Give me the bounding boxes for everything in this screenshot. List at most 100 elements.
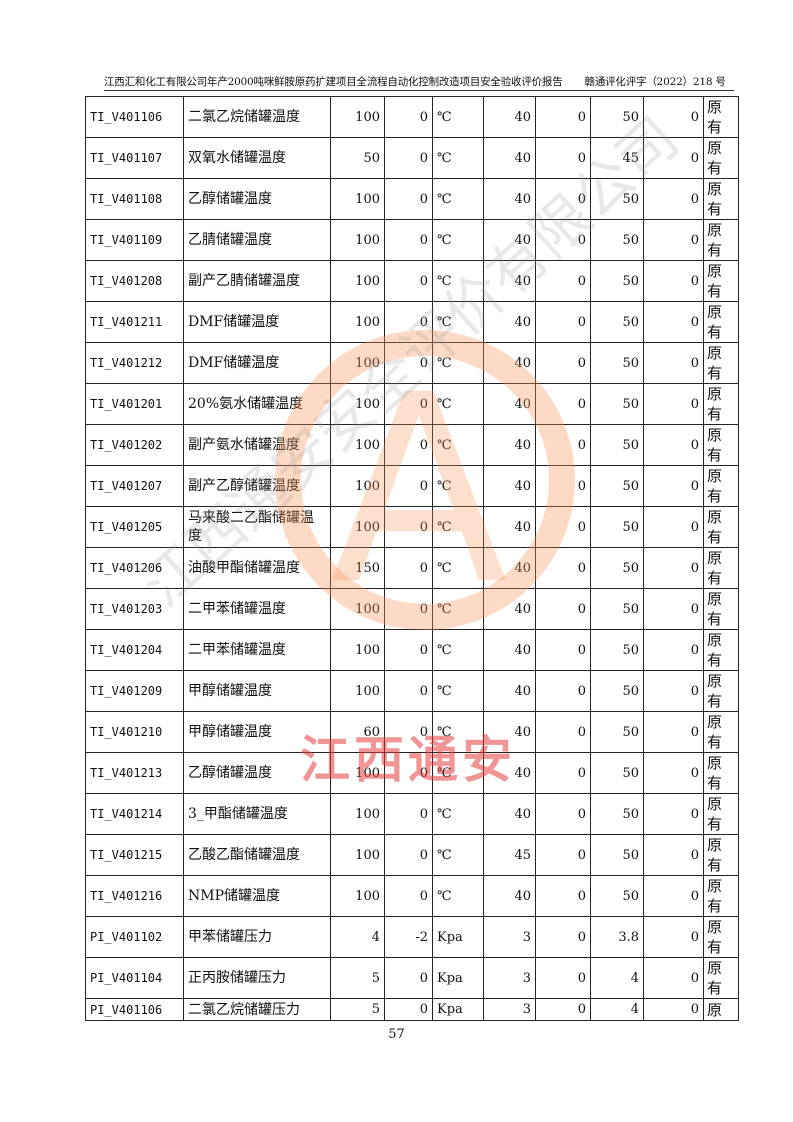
table-cell: ℃ (432, 875, 484, 917)
table-row: TI_V401208 副产乙腈储罐温度 100 0 ℃ 40 0 50 0 原有 (85, 260, 739, 302)
table-cell: ℃ (432, 301, 484, 343)
table-cell: 0 (535, 629, 591, 671)
table-cell: 50 (590, 260, 644, 302)
table-cell: 100 (330, 96, 385, 138)
table-cell: 0 (384, 998, 433, 1021)
table-cell: 0 (535, 875, 591, 917)
table-cell: TI_V401216 (85, 875, 184, 917)
table-cell: Kpa (432, 998, 484, 1021)
table-cell: 0 (535, 834, 591, 876)
table-cell: 乙醇储罐温度 (183, 178, 331, 220)
table-row: TI_V401107 双氧水储罐温度 50 0 ℃ 40 0 45 0 原有 (85, 137, 739, 179)
table-cell: 0 (643, 670, 704, 712)
table-cell: 原有 (703, 916, 739, 958)
table-cell: 原有 (703, 506, 739, 548)
header-ref: 赣通评化评字（2022）218 号 (584, 76, 726, 88)
table-row: TI_V401209 甲醇储罐温度 100 0 ℃ 40 0 50 0 原有 (85, 670, 739, 712)
table-cell: 0 (643, 506, 704, 548)
table-cell: 0 (535, 752, 591, 794)
table-cell: 0 (384, 793, 433, 835)
table-cell: Kpa (432, 916, 484, 958)
table-cell: PI_V401106 (85, 998, 184, 1021)
table-cell: 100 (330, 588, 385, 630)
table-cell: 0 (535, 711, 591, 753)
table-cell: ℃ (432, 424, 484, 466)
table-cell: 0 (535, 342, 591, 384)
table-cell: 50 (590, 342, 644, 384)
table-cell: 0 (384, 834, 433, 876)
table-cell: 50 (590, 219, 644, 261)
table-cell: TI_V401206 (85, 547, 184, 589)
table-cell: 45 (483, 834, 536, 876)
table-cell: 0 (384, 711, 433, 753)
table-cell: -2 (384, 916, 433, 958)
table-cell: 50 (590, 670, 644, 712)
table-cell: 原有 (703, 342, 739, 384)
table-cell: 50 (590, 383, 644, 425)
table-cell: 原有 (703, 711, 739, 753)
table-cell: 100 (330, 834, 385, 876)
table-cell: 二氯乙烷储罐温度 (183, 96, 331, 138)
table-cell: 40 (483, 875, 536, 917)
table-cell: 3.8 (590, 916, 644, 958)
table-cell: PI_V401104 (85, 957, 184, 999)
table-cell: 50 (590, 875, 644, 917)
table-cell: 100 (330, 465, 385, 507)
table-cell: TI_V401203 (85, 588, 184, 630)
table-cell: 0 (535, 178, 591, 220)
table-cell: 40 (483, 424, 536, 466)
table-row: TI_V401216 NMP储罐温度 100 0 ℃ 40 0 50 0 原有 (85, 875, 739, 917)
table-cell: 0 (535, 547, 591, 589)
table-cell: 双氧水储罐温度 (183, 137, 331, 179)
table-cell: 100 (330, 178, 385, 220)
table-cell: 0 (384, 506, 433, 548)
table-cell: TI_V401215 (85, 834, 184, 876)
table-cell: 0 (384, 465, 433, 507)
table-cell: 0 (384, 219, 433, 261)
table-cell: 原有 (703, 383, 739, 425)
table-cell: 0 (535, 998, 591, 1021)
table-cell: 50 (590, 752, 644, 794)
table-row: TI_V401211 DMF储罐温度 100 0 ℃ 40 0 50 0 原有 (85, 301, 739, 343)
table-cell: TI_V401213 (85, 752, 184, 794)
table-cell: 50 (590, 465, 644, 507)
table-cell: 原有 (703, 629, 739, 671)
table-cell: 50 (590, 793, 644, 835)
table-cell: 50 (590, 547, 644, 589)
table-cell: ℃ (432, 547, 484, 589)
table-cell: 0 (384, 301, 433, 343)
table-cell: 40 (483, 752, 536, 794)
table-cell: 100 (330, 875, 385, 917)
table-cell: 3 (483, 998, 536, 1021)
table-cell: TI_V401202 (85, 424, 184, 466)
table-cell: 0 (384, 588, 433, 630)
table-cell: TI_V401107 (85, 137, 184, 179)
table-cell: 0 (643, 752, 704, 794)
table-cell: 副产乙醇储罐温度 (183, 465, 331, 507)
table-cell: 50 (590, 424, 644, 466)
table-cell: 原 (703, 998, 739, 1021)
table-cell: ℃ (432, 793, 484, 835)
table-cell: 副产氨水储罐温度 (183, 424, 331, 466)
table-cell: ℃ (432, 629, 484, 671)
table-cell: ℃ (432, 670, 484, 712)
table-cell: TI_V401209 (85, 670, 184, 712)
table-cell: 40 (483, 629, 536, 671)
table-cell: 0 (535, 137, 591, 179)
table-cell: 0 (535, 670, 591, 712)
table-cell: NMP储罐温度 (183, 875, 331, 917)
table-row: PI_V401104 正丙胺储罐压力 5 0 Kpa 3 0 4 0 原有 (85, 957, 739, 999)
table-cell: 0 (535, 383, 591, 425)
table-cell: 0 (643, 629, 704, 671)
table-cell: 45 (590, 137, 644, 179)
table-cell: ℃ (432, 96, 484, 138)
instrument-table: TI_V401106 二氯乙烷储罐温度 100 0 ℃ 40 0 50 0 原有 TI_V40110… (85, 96, 739, 1021)
table-cell: DMF储罐温度 (183, 301, 331, 343)
table-cell: TI_V401211 (85, 301, 184, 343)
table-cell: 0 (535, 506, 591, 548)
table-cell: 0 (535, 957, 591, 999)
table-cell: TI_V401204 (85, 629, 184, 671)
table-row: TI_V401205 马来酸二乙酯储罐温度 100 0 ℃ 40 0 50 0 原有 (85, 506, 739, 548)
table-cell: 二甲苯储罐温度 (183, 588, 331, 630)
table-cell: 0 (643, 342, 704, 384)
